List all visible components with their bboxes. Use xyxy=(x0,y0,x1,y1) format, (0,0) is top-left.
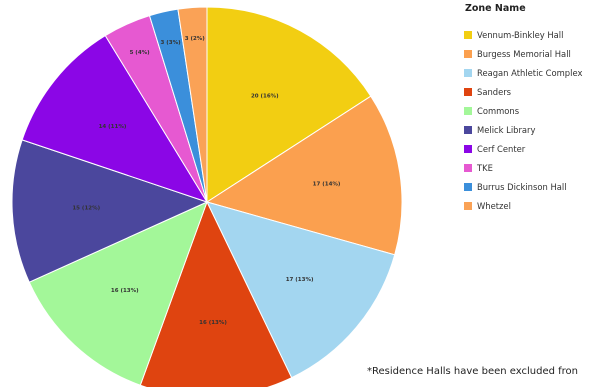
pie-slice-3 xyxy=(139,200,293,387)
slice-data-label-6: 14 (11%) xyxy=(99,124,127,130)
legend-label: Sanders xyxy=(477,86,512,97)
legend-swatch xyxy=(464,144,472,153)
pie-slice-6 xyxy=(21,34,209,203)
legend-items: Vennum-Binkley Hall Burgess Memorial Hall… xyxy=(464,25,592,215)
legend-label: Vennum-Binkley Hall xyxy=(477,29,564,40)
legend-swatch xyxy=(464,68,472,77)
legend-swatch xyxy=(464,106,472,115)
slice-data-label-0: 20 (16%) xyxy=(251,93,279,99)
legend-label: Cerf Center xyxy=(477,143,526,154)
slice-data-label-7: 5 (4%) xyxy=(130,50,151,56)
legend-swatch xyxy=(464,201,472,210)
pie-slice-4 xyxy=(28,201,208,386)
legend-item-0: Vennum-Binkley Hall xyxy=(464,25,592,44)
slice-data-label-3: 16 (13%) xyxy=(199,320,227,326)
legend-item-3: Sanders xyxy=(464,82,592,101)
legend-item-5: Melick Library xyxy=(464,120,592,139)
legend-item-8: Burrus Dickinson Hall xyxy=(464,177,592,196)
legend-item-1: Burgess Memorial Hall xyxy=(464,44,592,63)
legend-swatch xyxy=(464,125,472,134)
legend-swatch xyxy=(464,182,472,191)
legend: Zone Name Vennum-Binkley Hall Burgess Mem… xyxy=(464,3,592,215)
pie-slice-0 xyxy=(206,6,372,203)
legend-item-7: TKE xyxy=(464,158,592,177)
footnote: *Residence Halls have been excluded fron xyxy=(367,366,579,377)
legend-label: TKE xyxy=(477,162,493,173)
slice-data-label-1: 17 (14%) xyxy=(313,181,341,187)
legend-swatch xyxy=(464,30,472,39)
slice-data-label-5: 15 (12%) xyxy=(72,206,100,212)
legend-swatch xyxy=(464,87,472,96)
legend-label: Whetzel xyxy=(477,200,511,211)
legend-label: Reagan Athletic Complex xyxy=(477,67,583,78)
slice-data-label-2: 17 (13%) xyxy=(286,277,314,283)
pie-slice-9 xyxy=(177,6,208,203)
legend-swatch xyxy=(464,49,472,58)
legend-title: Zone Name xyxy=(465,3,526,14)
legend-item-4: Commons xyxy=(464,101,592,120)
legend-label: Melick Library xyxy=(477,124,536,135)
pie-slice-2 xyxy=(206,201,396,379)
legend-label: Burgess Memorial Hall xyxy=(477,48,571,59)
slice-data-label-8: 3 (3%) xyxy=(160,40,181,46)
pie-slice-1 xyxy=(205,95,403,256)
legend-item-2: Reagan Athletic Complex xyxy=(464,63,592,82)
legend-label: Commons xyxy=(477,105,520,116)
legend-label: Burrus Dickinson Hall xyxy=(477,181,567,192)
pie-slice-5 xyxy=(11,139,209,283)
slice-data-label-4: 16 (13%) xyxy=(111,288,139,294)
legend-item-6: Cerf Center xyxy=(464,139,592,158)
slice-data-label-9: 3 (2%) xyxy=(185,36,206,42)
legend-swatch xyxy=(464,163,472,172)
legend-item-9: Whetzel xyxy=(464,196,592,215)
